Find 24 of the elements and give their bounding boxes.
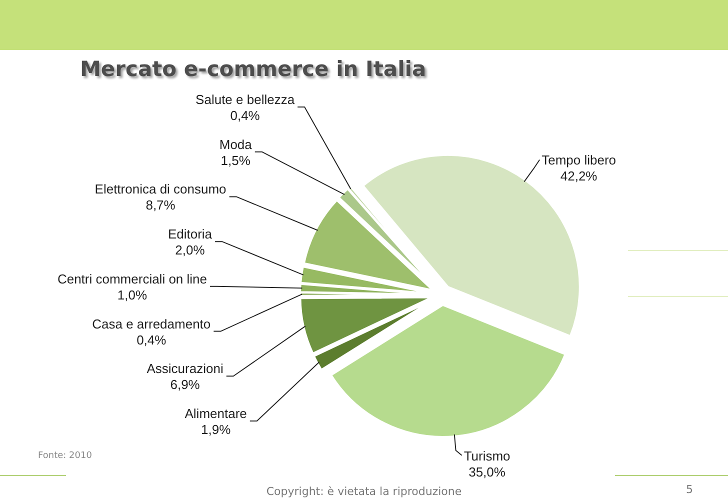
data-label: 1,0% [117,287,148,302]
text: 5 [686,483,693,496]
slice-label: Editoria [168,226,213,242]
chart-title: Mercato e-commerce in Italia [80,57,426,81]
slice-label: Casa e arredamento [92,316,211,332]
data-label: 1,9% [201,422,232,437]
slice-label: Salute e bellezza [196,92,296,107]
text: Copyright: è vietata la riproduzione [266,485,462,498]
data-label: 42,2% [560,168,598,184]
data-label: 1,5% [220,152,251,168]
source-note: Fonte: 2010 [38,451,92,461]
data-label: 35,0% [468,464,506,480]
data-label: 0,4% [230,108,260,123]
slice-label: Assicurazioni [146,361,224,376]
data-label: 0,4% [136,332,167,348]
data-label: 6,9% [170,377,200,392]
slice-label: Elettronica di consumo [94,182,226,197]
data-label: 2,0% [175,242,206,258]
slice-label: Turismo [464,448,510,464]
slice-label: Alimentare [184,406,247,421]
slice-label: Centri commerciali on line [57,271,208,286]
data-label: 8,7% [146,198,176,213]
slice-label: Moda [219,136,253,152]
slice-label: Tempo libero [542,152,616,168]
